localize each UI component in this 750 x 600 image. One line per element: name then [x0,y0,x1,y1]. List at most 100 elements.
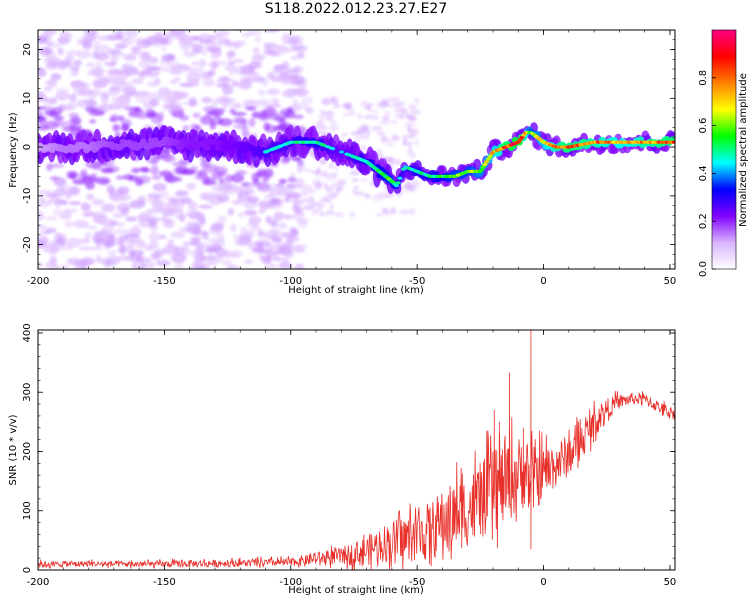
noise-blob [354,136,361,143]
noise-blob [248,215,262,225]
noise-blob [42,243,57,248]
noise-blob [363,114,374,120]
noise-blob [106,184,115,195]
noise-blob [68,186,81,196]
noise-blob [137,71,147,78]
y-tick-label: 100 [22,501,33,520]
noise-blob [140,167,150,173]
noise-blob [38,47,53,56]
noise-blob [68,201,82,206]
noise-blob [95,52,110,61]
noise-blob [85,62,95,68]
noise-blob [218,177,225,185]
noise-blob [264,263,278,269]
noise-blob [72,84,81,94]
noise-blob [410,151,416,160]
noise-blob [131,262,139,269]
noise-blob [101,203,116,213]
noise-blob [69,124,77,133]
noise-blob [321,97,334,106]
noise-blob [292,114,304,120]
noise-blob [69,93,77,102]
noise-blob [251,111,261,119]
noise-blob [217,193,230,203]
spectrogram-y-axis-label: Frequency (Hz) [8,112,19,188]
noise-blob [187,201,198,211]
noise-blob [157,36,169,43]
noise-blob [99,103,108,110]
noise-blob [406,141,413,148]
noise-blob [201,180,218,186]
noise-blob [233,58,245,64]
x-tick-label: 0 [540,276,546,287]
noise-blob [38,236,49,245]
noise-blob [319,170,329,174]
noise-blob [407,184,415,190]
noise-blob [264,194,276,199]
noise-blob [342,112,351,117]
noise-blob [147,80,161,88]
noise-blob [116,71,130,80]
noise-blob [262,231,270,239]
noise-blob [130,46,141,53]
noise-blob [381,207,389,215]
noise-blob [80,169,88,177]
colorbar: 0.0 0.2 0.4 0.6 0.8 Normalized spectral ampl… [698,29,749,277]
noise-blob [258,89,266,97]
noise-blob [107,249,118,256]
snr-x-axis-label: Height of straight line (km) [288,585,424,596]
noise-blob [231,199,244,205]
noise-blob [328,125,340,132]
noise-blob [117,186,130,195]
chart-title: S118.2022.012.23.27.E27 [264,1,448,17]
noise-blob [377,101,389,109]
noise-blob [229,108,237,114]
noise-blob [351,178,359,182]
noise-blob [161,54,175,62]
noise-blob [284,74,300,80]
noise-blob [241,32,251,39]
noise-blob [38,110,44,117]
noise-blob [265,30,280,33]
noise-blob [137,241,147,250]
noise-blob [341,132,348,137]
noise-blob [377,147,382,156]
noise-blob [227,60,236,65]
noise-blob [361,177,368,183]
noise-blob [119,240,126,247]
noise-blob [53,115,65,121]
noise-blob [114,228,130,235]
noise-blob [354,192,366,197]
noise-blob [103,241,116,248]
noise-blob [326,116,334,122]
noise-blob [235,170,247,176]
noise-blob [111,96,118,106]
noise-blob [210,200,219,206]
noise-blob [341,103,353,108]
noise-blob [167,238,175,249]
noise-blob [332,212,341,218]
noise-blob [103,61,116,66]
noise-blob [53,177,67,187]
ridge-halo [473,158,482,170]
noise-blob [360,100,368,108]
noise-blob [232,234,242,239]
noise-blob [278,178,287,184]
noise-blob [270,220,278,228]
noise-blob [221,260,233,266]
noise-blob [180,44,190,51]
x-tick-label: -150 [153,276,176,287]
y-tick-label: -10 [22,188,33,204]
noise-blob [254,36,262,43]
noise-blob [382,116,390,120]
noise-blob [320,157,327,166]
spectrogram-plot-area [38,30,675,269]
noise-blob [278,261,293,269]
noise-blob [300,198,312,204]
noise-blob [167,196,178,203]
noise-blob [266,111,276,117]
noise-blob [299,84,307,89]
noise-blob [291,171,296,180]
noise-blob [122,86,137,96]
